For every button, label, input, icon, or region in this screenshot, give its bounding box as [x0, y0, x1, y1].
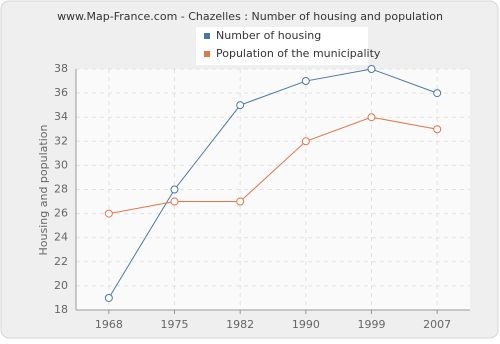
- x-tick-label: 1999: [358, 318, 386, 331]
- y-axis-label: Housing and population: [37, 125, 50, 256]
- legend: [196, 27, 368, 65]
- series-line: [108, 68, 438, 299]
- data-point: [433, 125, 442, 134]
- data-point: [367, 113, 376, 122]
- data-point: [301, 137, 310, 146]
- y-tick-label: 34: [54, 110, 68, 123]
- y-tick-label: 24: [54, 231, 68, 244]
- x-tick-label: 1990: [292, 318, 320, 331]
- y-tick-label: 18: [54, 303, 68, 316]
- x-tick-label: 2007: [423, 318, 451, 331]
- y-tick-label: 26: [54, 207, 68, 220]
- chart-title: www.Map-France.com - Chazelles : Number …: [57, 10, 443, 23]
- y-tick-label: 36: [54, 86, 68, 99]
- data-point: [170, 185, 179, 194]
- data-point: [104, 293, 113, 302]
- series-line: [108, 116, 438, 215]
- y-tick-label: 38: [54, 62, 68, 75]
- legend-label: Population of the municipality: [216, 47, 381, 60]
- x-tick-label: 1968: [95, 318, 123, 331]
- legend-swatch: [204, 33, 210, 39]
- x-tick-label: 1982: [226, 318, 254, 331]
- data-point: [236, 101, 245, 110]
- legend-label: Number of housing: [216, 29, 321, 42]
- data-point: [433, 89, 442, 98]
- data-point: [236, 197, 245, 206]
- y-tick-label: 30: [54, 158, 68, 171]
- data-point: [170, 197, 179, 206]
- x-tick-label: 1975: [161, 318, 189, 331]
- legend-swatch: [204, 51, 210, 57]
- y-tick-label: 20: [54, 279, 68, 292]
- y-tick-label: 22: [54, 255, 68, 268]
- data-point: [367, 65, 376, 73]
- y-tick-label: 32: [54, 134, 68, 147]
- y-tick-label: 28: [54, 183, 68, 196]
- data-point: [104, 209, 113, 218]
- data-point: [301, 77, 310, 86]
